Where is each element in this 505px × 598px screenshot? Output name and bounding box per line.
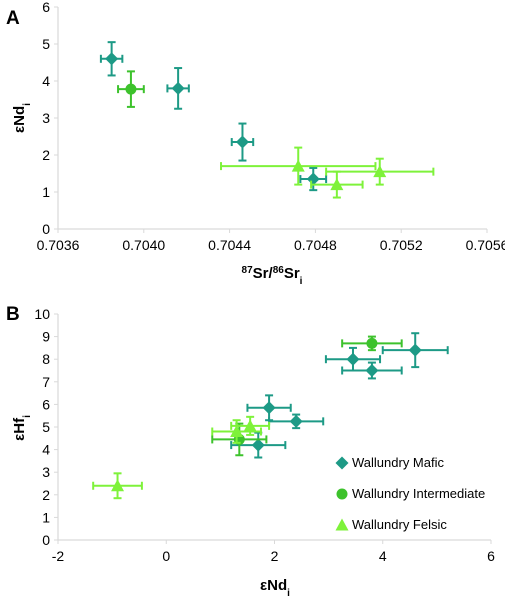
panel-b-x-ticks: -2 0 2 4 6	[52, 540, 495, 564]
y-tick-label: 4	[42, 73, 50, 89]
x-tick-label: 0.7052	[380, 237, 423, 253]
y-tick-label: 0	[42, 532, 50, 548]
y-tick-label: 9	[42, 329, 50, 345]
y-tick-label: 5	[42, 419, 50, 435]
panel-a-axes	[57, 7, 487, 230]
panel-a: A 0 1 2 3 4 5 6 0.7036 0.7040 0.7044 0.7048 0.7052…	[6, 0, 505, 287]
legend-item-intermediate: Wallundry Intermediate	[336, 486, 485, 501]
y-tick-label: 8	[42, 351, 50, 367]
data-point-mafic	[381, 332, 449, 369]
data-point-mafic	[230, 122, 255, 162]
x-tick-label: 0	[162, 548, 170, 564]
panel-a-label: A	[6, 8, 20, 29]
triangle-marker	[335, 518, 349, 531]
legend: Wallundry Mafic Wallundry Intermediate W…	[335, 455, 485, 532]
panel-a-data	[99, 41, 435, 199]
y-tick-label: 6	[42, 396, 50, 412]
panel-b-x-axis-label: εNdi	[260, 577, 290, 598]
data-point-felsic	[325, 157, 435, 186]
y-tick-label: 2	[42, 147, 50, 163]
circle-marker	[125, 83, 137, 95]
data-point-mafic	[324, 346, 382, 372]
legend-label-mafic: Wallundry Mafic	[352, 455, 444, 470]
y-tick-label: 1	[42, 184, 50, 200]
diamond-marker	[251, 438, 265, 452]
y-tick-label: 7	[42, 374, 50, 390]
data-point-intermediate	[117, 70, 145, 108]
diamond-marker	[335, 456, 349, 470]
panel-b-data	[92, 332, 449, 500]
diamond-marker	[235, 135, 249, 149]
y-tick-label: 5	[42, 36, 50, 52]
x-tick-label: 0.7048	[294, 237, 337, 253]
data-point-felsic	[220, 146, 377, 186]
panel-b-axes	[57, 314, 491, 541]
y-tick-label: 1	[42, 509, 50, 525]
diamond-marker	[408, 343, 422, 357]
data-point-intermediate	[341, 335, 403, 352]
data-point-mafic	[299, 166, 328, 192]
diamond-marker	[346, 352, 360, 366]
panel-b-y-axis-label: εHfi	[11, 415, 33, 441]
legend-item-mafic: Wallundry Mafic	[335, 455, 444, 470]
x-tick-label: 0.7044	[208, 237, 251, 253]
triangle-marker	[330, 178, 344, 191]
triangle-marker	[111, 479, 125, 492]
legend-label-intermediate: Wallundry Intermediate	[352, 486, 485, 501]
data-point-mafic	[341, 361, 403, 380]
legend-triangle-marker	[335, 518, 349, 531]
x-tick-label: 2	[271, 548, 279, 564]
diamond-marker	[105, 52, 119, 66]
triangle-marker	[230, 425, 244, 438]
x-tick-label: 4	[379, 548, 387, 564]
data-point-felsic	[310, 170, 364, 199]
data-point-mafic	[99, 41, 124, 77]
x-tick-label: 6	[487, 548, 495, 564]
diamond-marker	[306, 172, 320, 186]
data-point-felsic	[92, 472, 143, 500]
x-tick-label: -2	[52, 548, 65, 564]
diamond-marker	[289, 414, 303, 428]
diamond-marker	[365, 364, 379, 377]
circle-marker	[366, 337, 378, 349]
x-tick-label: 0.7056	[466, 237, 505, 253]
data-point-felsic	[230, 415, 271, 436]
y-tick-label: 10	[34, 306, 50, 322]
data-point-felsic	[211, 419, 262, 444]
legend-circle-marker	[336, 488, 348, 500]
diamond-marker	[171, 81, 185, 95]
y-tick-label: 3	[42, 110, 50, 126]
x-tick-label: 0.7040	[122, 237, 165, 253]
panel-b-y-ticks: 0 1 2 3 4 5 6 7 8 9 10	[34, 306, 58, 548]
y-tick-label: 4	[42, 442, 50, 458]
y-tick-label: 3	[42, 464, 50, 480]
diamond-marker	[262, 401, 276, 415]
x-tick-label: 0.7036	[37, 237, 80, 253]
triangle-marker	[243, 419, 257, 432]
panel-b-label: B	[6, 304, 20, 325]
y-tick-label: 6	[42, 0, 50, 15]
y-tick-label: 0	[42, 221, 50, 237]
legend-label-felsic: Wallundry Felsic	[352, 517, 447, 532]
legend-item-felsic: Wallundry Felsic	[335, 517, 447, 532]
triangle-marker	[373, 165, 387, 178]
panel-a-x-ticks: 0.7036 0.7040 0.7044 0.7048 0.7052 0.7056	[37, 229, 505, 253]
panel-a-y-ticks: 0 1 2 3 4 5 6	[42, 0, 58, 237]
y-tick-label: 2	[42, 487, 50, 503]
triangle-marker	[291, 159, 305, 172]
data-point-mafic	[166, 67, 190, 110]
legend-diamond-marker	[335, 456, 349, 470]
data-point-mafic	[268, 413, 325, 430]
circle-marker	[336, 488, 348, 500]
data-point-mafic	[246, 394, 292, 422]
panel-a-y-axis-label: εNdi	[11, 103, 33, 133]
panel-a-x-axis-label: 87Sr/86Sri	[242, 265, 303, 287]
